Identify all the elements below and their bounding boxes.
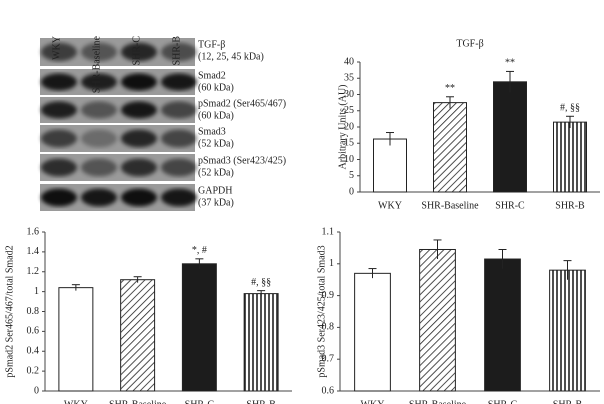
blot-band — [81, 129, 117, 148]
blot-band — [121, 129, 157, 148]
y-axis-label: Arbitrary Units (AU) — [337, 85, 348, 170]
y-tick-label: 35 — [344, 73, 354, 84]
blot-band — [161, 158, 197, 177]
bar — [243, 293, 279, 392]
band-size: (52 kDa) — [198, 138, 234, 149]
x-tick-label: SHR-C — [488, 399, 518, 404]
bar — [549, 269, 586, 392]
annotation: #, §§ — [560, 103, 580, 114]
blot-band — [41, 42, 77, 62]
y-tick-label: 0.7 — [322, 353, 335, 364]
bar — [433, 102, 467, 193]
band-name: GAPDH — [198, 185, 232, 196]
y-tick-label: 1 — [329, 258, 334, 269]
annotation: ** — [445, 83, 455, 94]
y-tick-label: 0.8 — [322, 322, 335, 333]
chart-title: TGF-β — [456, 38, 483, 49]
y-tick-label: 0.9 — [322, 290, 335, 301]
y-tick-label: 1.4 — [27, 246, 40, 257]
y-tick-label: 0 — [34, 385, 39, 396]
y-tick-label: 20 — [344, 121, 354, 132]
x-tick-label: WKY — [64, 399, 88, 404]
blot-band — [81, 188, 117, 207]
band-size: (60 kDa) — [198, 82, 234, 93]
blot-band — [161, 188, 197, 207]
blot-band — [41, 158, 77, 177]
blot-band — [161, 129, 197, 148]
blot-band — [41, 101, 77, 119]
band-name: Smad3 — [198, 126, 226, 137]
band-size: (60 kDa) — [198, 110, 234, 121]
x-tick-label: SHR-C — [185, 399, 215, 404]
blot-band — [161, 73, 197, 91]
band-name: pSmad3 (Ser423/425) — [198, 155, 286, 166]
blot-band — [121, 188, 157, 207]
bar — [181, 263, 217, 392]
x-tick-label: SHR-Baseline — [409, 399, 467, 404]
lane-label: SHR-C — [131, 36, 142, 66]
y-tick-label: 25 — [344, 105, 354, 116]
x-tick-label: SHR-C — [495, 200, 525, 211]
bar — [373, 138, 407, 193]
blot-band — [121, 158, 157, 177]
x-tick-label: SHR-Baseline — [421, 200, 479, 211]
bar — [484, 258, 521, 392]
x-tick-label: WKY — [361, 399, 385, 404]
x-tick-label: SHR-B — [553, 399, 583, 404]
y-tick-label: 0.4 — [27, 346, 40, 357]
bar — [354, 272, 391, 392]
blot-band — [41, 73, 77, 91]
band-name: Smad2 — [198, 70, 226, 81]
bar — [493, 81, 527, 193]
blot-band — [81, 101, 117, 119]
y-tick-label: 0.6 — [322, 385, 335, 396]
y-tick-label: 5 — [349, 170, 354, 181]
annotation: ** — [505, 58, 515, 69]
bar — [553, 121, 587, 193]
blot-band — [81, 158, 117, 177]
annotation: #, §§ — [251, 277, 271, 288]
bar — [120, 279, 156, 392]
lane-label: SHR-B — [171, 36, 182, 66]
blot-band — [121, 42, 157, 62]
y-tick-label: 1 — [34, 286, 39, 297]
bar — [419, 248, 456, 392]
blot-band — [81, 42, 117, 62]
y-tick-label: 1.6 — [27, 226, 40, 237]
x-tick-label: SHR-B — [246, 399, 276, 404]
annotation: *, # — [192, 245, 207, 256]
y-tick-label: 0 — [349, 186, 354, 197]
y-tick-label: 0.6 — [27, 326, 40, 337]
y-tick-label: 40 — [344, 56, 354, 67]
y-tick-label: 1.1 — [322, 226, 335, 237]
blot-band — [41, 129, 77, 148]
lane-label: WKY — [51, 36, 62, 60]
lane-label: SHR-Baseline — [91, 35, 102, 93]
band-size: (12, 25, 45 kDa) — [198, 51, 264, 62]
blot-band — [121, 101, 157, 119]
blot-band — [81, 73, 117, 91]
blot-band — [161, 42, 197, 62]
y-tick-label: 1.2 — [27, 266, 40, 277]
band-name: TGF-β — [198, 39, 225, 50]
x-tick-label: SHR-Baseline — [109, 399, 167, 404]
band-size: (37 kDa) — [198, 197, 234, 208]
band-size: (52 kDa) — [198, 167, 234, 178]
x-tick-label: SHR-B — [555, 200, 585, 211]
blot-band — [41, 188, 77, 207]
blot-band — [121, 73, 157, 91]
y-tick-label: 0.8 — [27, 306, 40, 317]
y-tick-label: 0.2 — [27, 365, 40, 376]
y-tick-label: 10 — [344, 154, 354, 165]
y-tick-label: 30 — [344, 89, 354, 100]
y-tick-label: 15 — [344, 138, 354, 149]
y-axis-label: pSmad2 Ser465/467/total Smad2 — [4, 245, 15, 377]
band-name: pSmad2 (Ser465/467) — [198, 98, 286, 109]
y-axis-label: pSmad3 Ser423/425/total Smad3 — [316, 245, 327, 377]
blot-band — [161, 101, 197, 119]
bar — [58, 287, 94, 392]
x-tick-label: WKY — [378, 200, 402, 211]
